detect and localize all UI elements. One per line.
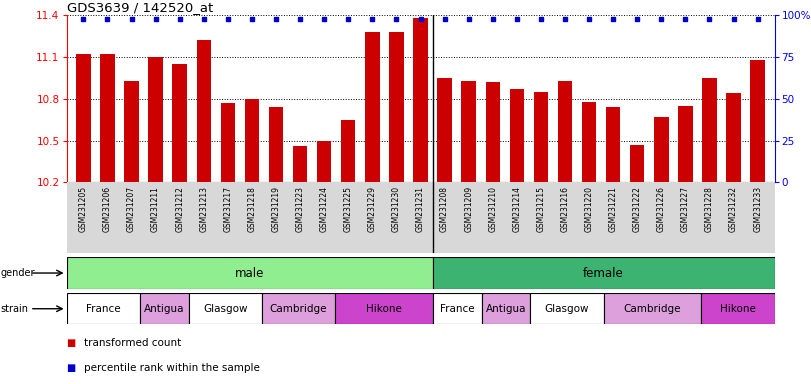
Bar [486,82,500,182]
Text: GSM231217: GSM231217 [223,186,232,232]
Text: female: female [583,266,624,280]
Bar [221,103,235,182]
Text: GSM231223: GSM231223 [295,186,305,232]
Text: GSM231221: GSM231221 [609,186,618,232]
Text: GSM231218: GSM231218 [247,186,256,232]
Text: GSM231219: GSM231219 [272,186,281,232]
Text: Cambridge: Cambridge [624,304,681,314]
Text: GSM231214: GSM231214 [513,186,521,232]
Bar [433,293,482,324]
Bar [630,145,645,182]
Bar [245,99,260,182]
Text: GSM231209: GSM231209 [464,186,473,232]
Text: GSM231224: GSM231224 [320,186,328,232]
Bar [101,54,114,182]
Bar [461,81,476,182]
Bar [654,117,668,182]
Text: ■: ■ [67,338,75,348]
Text: GSM231230: GSM231230 [392,186,401,232]
Text: Antigua: Antigua [486,304,526,314]
Text: France: France [440,304,474,314]
Bar [76,54,91,182]
Text: GSM231213: GSM231213 [200,186,208,232]
Bar [317,141,332,182]
Text: Glasgow: Glasgow [545,304,590,314]
Bar [750,60,765,182]
Bar [389,32,404,182]
Bar [335,293,433,324]
Text: ■: ■ [67,362,75,373]
Bar [173,64,187,182]
Bar [509,89,524,182]
Text: GSM231215: GSM231215 [536,186,546,232]
Bar [189,293,262,324]
Text: GSM231220: GSM231220 [585,186,594,232]
Text: GSM231206: GSM231206 [103,186,112,232]
Text: GDS3639 / 142520_at: GDS3639 / 142520_at [67,1,212,14]
Bar [414,18,427,182]
Text: GSM231232: GSM231232 [729,186,738,232]
Bar [268,107,283,182]
Text: GSM231210: GSM231210 [488,186,497,232]
Bar [727,93,740,182]
Text: male: male [235,266,264,280]
Text: GSM231211: GSM231211 [151,186,160,232]
Text: France: France [86,304,121,314]
Text: percentile rank within the sample: percentile rank within the sample [84,362,260,373]
Bar [437,78,452,182]
Text: Antigua: Antigua [144,304,184,314]
Bar [534,92,548,182]
Text: GSM231233: GSM231233 [753,186,762,232]
Bar [341,120,355,182]
Bar [139,293,189,324]
Bar [196,40,211,182]
Bar [606,107,620,182]
Bar [262,293,335,324]
Text: GSM231208: GSM231208 [440,186,449,232]
Bar [293,146,307,182]
Text: GSM231212: GSM231212 [175,186,184,232]
Text: GSM231225: GSM231225 [344,186,353,232]
Bar [558,81,573,182]
Text: Cambridge: Cambridge [270,304,327,314]
Text: GSM231222: GSM231222 [633,186,642,232]
Text: strain: strain [1,304,29,314]
Bar [530,293,603,324]
Bar [702,293,775,324]
Text: GSM231226: GSM231226 [657,186,666,232]
Text: GSM231216: GSM231216 [560,186,569,232]
Bar [433,257,775,289]
Text: GSM231227: GSM231227 [681,186,690,232]
Bar [67,257,433,289]
Text: GSM231231: GSM231231 [416,186,425,232]
Bar [482,293,530,324]
Text: transformed count: transformed count [84,338,182,348]
Bar [581,102,596,182]
Text: GSM231205: GSM231205 [79,186,88,232]
Bar [702,78,717,182]
Text: GSM231207: GSM231207 [127,186,136,232]
Text: Glasgow: Glasgow [203,304,247,314]
Text: Hikone: Hikone [366,304,401,314]
Text: GSM231228: GSM231228 [705,186,714,232]
Text: GSM231229: GSM231229 [368,186,377,232]
Text: Hikone: Hikone [720,304,756,314]
Bar [124,81,139,182]
Bar [603,293,702,324]
Bar [67,293,139,324]
Bar [678,106,693,182]
Text: gender: gender [1,268,36,278]
Bar [365,32,380,182]
Bar [148,57,163,182]
